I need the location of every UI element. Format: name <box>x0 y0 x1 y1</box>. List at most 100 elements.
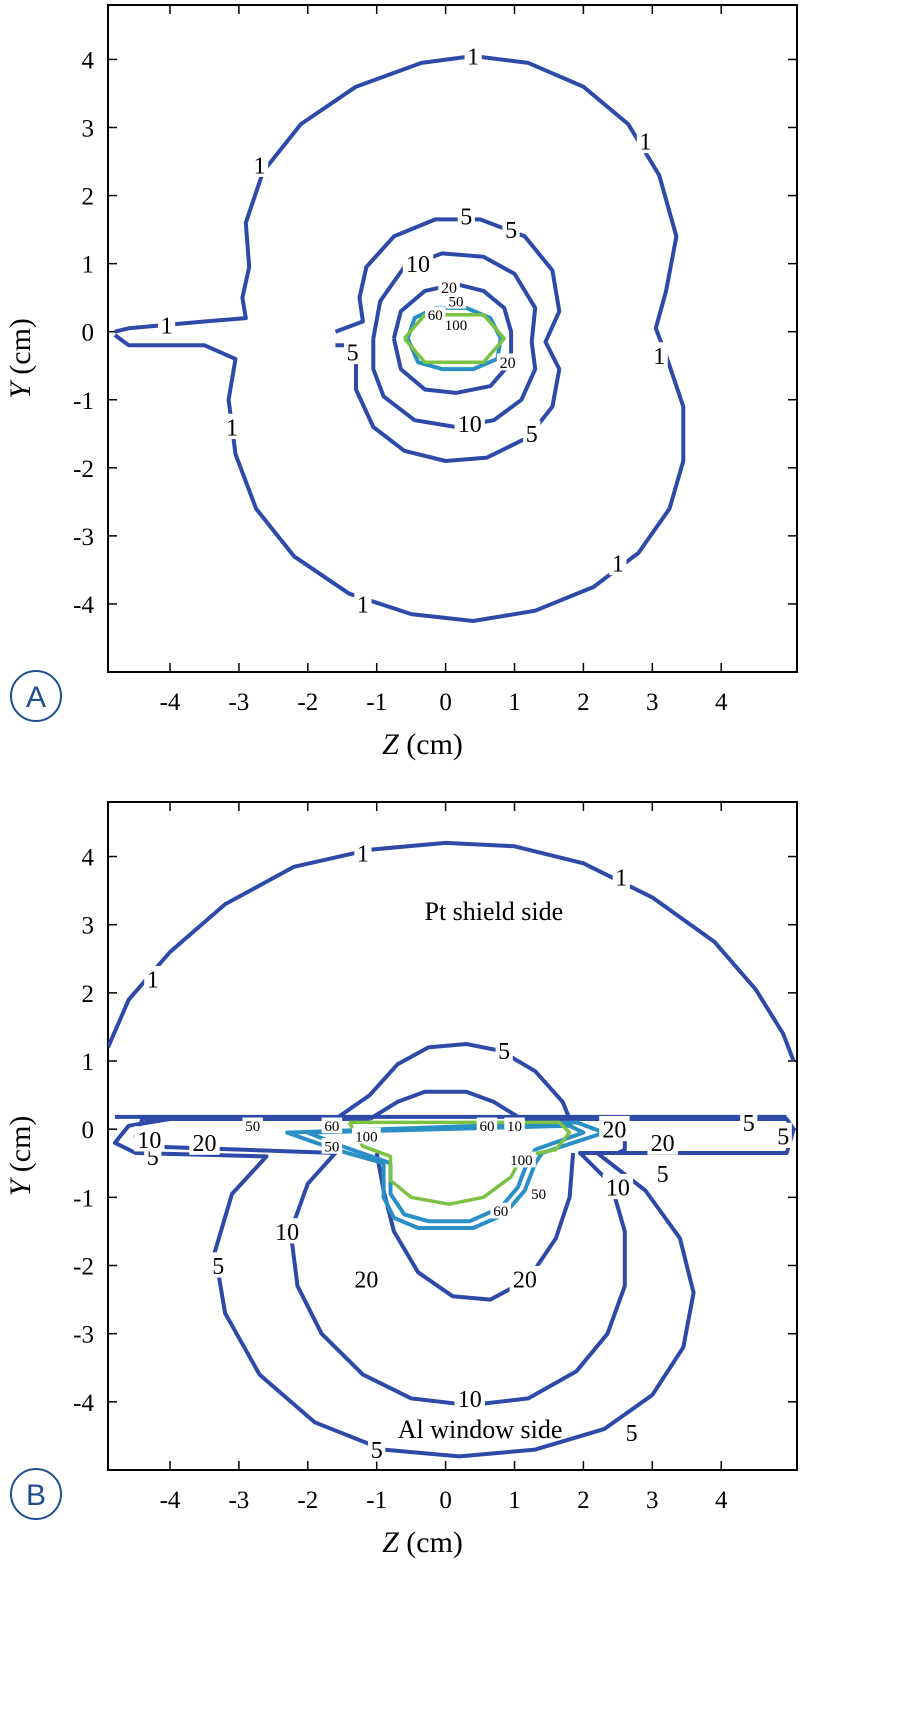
contour-label: 1 <box>653 344 665 370</box>
y-tick-label: 3 <box>82 913 95 940</box>
panel-badge <box>10 670 62 722</box>
y-tick-label: -1 <box>73 1185 94 1212</box>
contour-label-halo <box>654 1160 672 1186</box>
x-tick-label: 0 <box>439 1487 452 1514</box>
y-axis-title: Y (cm) <box>4 1116 37 1197</box>
contour-label: 50 <box>448 294 463 310</box>
contour-label-halo <box>647 1129 678 1155</box>
contour-label-halo <box>502 216 520 242</box>
contour-level-1 <box>108 840 796 1062</box>
x-tick-label: 3 <box>646 689 659 716</box>
contour-label: 20 <box>192 1131 216 1157</box>
contour-label-halo <box>457 202 475 228</box>
x-tick-label: 2 <box>577 1487 590 1514</box>
contour-label: 5 <box>777 1124 789 1150</box>
contour-label: 20 <box>441 280 457 297</box>
contour-label: 1 <box>639 130 651 156</box>
contour-label-halo <box>464 42 482 69</box>
contour-label-halo <box>402 250 434 276</box>
x-tick-label: -4 <box>160 689 181 716</box>
x-axis-title: Z (cm) <box>382 728 463 761</box>
x-axis-title: Z (cm) <box>382 1526 463 1559</box>
contour-label: 20 <box>500 355 516 372</box>
contour-label: 20 <box>651 1131 675 1157</box>
contour-label: 1 <box>254 153 266 179</box>
contour-label: 5 <box>626 1421 638 1447</box>
y-tick-label: -3 <box>73 1322 94 1349</box>
contour-label: 1 <box>357 592 369 618</box>
contour-label: 5 <box>498 1039 510 1065</box>
x-tick-label: 3 <box>646 1487 659 1514</box>
contour-label: 50 <box>245 1119 260 1135</box>
x-tick-label: 4 <box>715 689 728 716</box>
contour-label: 1 <box>147 968 159 994</box>
y-tick-label: 2 <box>82 184 95 211</box>
x-tick-label: 1 <box>508 689 521 716</box>
contour-label-halo <box>352 1127 381 1144</box>
plot-frame <box>107 4 798 673</box>
contour-label-halo <box>609 549 627 576</box>
panel-badge <box>10 1468 62 1520</box>
contour-label: 10 <box>458 1387 482 1413</box>
contour-label-halo <box>495 1037 513 1063</box>
contour-label: 1 <box>467 44 479 70</box>
x-tick-label: -2 <box>297 1487 318 1514</box>
contour-label: 5 <box>657 1162 669 1188</box>
region-annotation: Pt shield side <box>425 897 564 926</box>
contour-label-halo <box>271 1218 303 1244</box>
x-tick-label: 4 <box>715 1487 728 1514</box>
contour-level-20 <box>391 282 514 395</box>
contour-label-halo <box>490 1202 511 1219</box>
contour-label: 10 <box>275 1220 299 1246</box>
contour-label-halo <box>476 1117 498 1134</box>
contour-label: 5 <box>212 1254 224 1280</box>
contour-label: 5 <box>460 204 472 230</box>
contour-label-halo <box>157 311 176 337</box>
contour-label-halo <box>354 839 372 866</box>
contour-label: 50 <box>324 1139 339 1155</box>
contour-label: 5 <box>371 1438 383 1464</box>
contour-label-halo <box>441 316 471 333</box>
contour-label-halo <box>636 127 655 154</box>
contour-label-halo <box>209 1252 227 1278</box>
panel-badge-label: B <box>26 1479 46 1512</box>
contour-label: 20 <box>602 1118 626 1144</box>
contour-label-halo <box>242 1117 263 1134</box>
contour-level-100 <box>402 312 506 365</box>
contour-label-halo <box>438 278 460 296</box>
y-tick-label: 2 <box>82 981 95 1008</box>
contour-label-halo <box>507 1151 536 1168</box>
contour-level-60 <box>305 1123 586 1224</box>
contour-label: 10 <box>406 252 430 278</box>
contour-label: 100 <box>355 1129 378 1145</box>
y-tick-label: -4 <box>73 1390 94 1417</box>
contour-label-halo <box>250 151 269 177</box>
x-tick-label: -4 <box>160 1487 181 1514</box>
contour-label: 5 <box>526 422 538 448</box>
contour-label-halo <box>134 1126 165 1152</box>
contour-label: 60 <box>479 1119 494 1135</box>
contour-label-halo <box>774 1122 792 1148</box>
y-tick-label: 0 <box>82 320 95 347</box>
contour-label: 1 <box>226 415 238 441</box>
y-tick-label: -3 <box>73 524 94 551</box>
contour-label-halo <box>602 1173 634 1200</box>
contour-label-halo <box>523 420 541 446</box>
contour-label: 10 <box>507 1119 522 1135</box>
contour-label: 5 <box>347 341 359 367</box>
contour-level-100 <box>347 1120 572 1206</box>
contour-label: 60 <box>324 1119 339 1135</box>
contour-label: 5 <box>743 1111 755 1137</box>
y-tick-label: 3 <box>82 116 95 143</box>
y-tick-label: -2 <box>73 456 94 483</box>
contour-level-5 <box>112 1042 796 1459</box>
contour-label-halo <box>599 1115 630 1142</box>
y-tick-label: 1 <box>82 1049 95 1076</box>
x-tick-label: 1 <box>508 1487 521 1514</box>
contour-label-halo <box>454 1385 485 1411</box>
contour-lines <box>113 54 686 623</box>
contour-label: 10 <box>137 1128 161 1154</box>
contour-label-halo <box>528 1185 549 1202</box>
